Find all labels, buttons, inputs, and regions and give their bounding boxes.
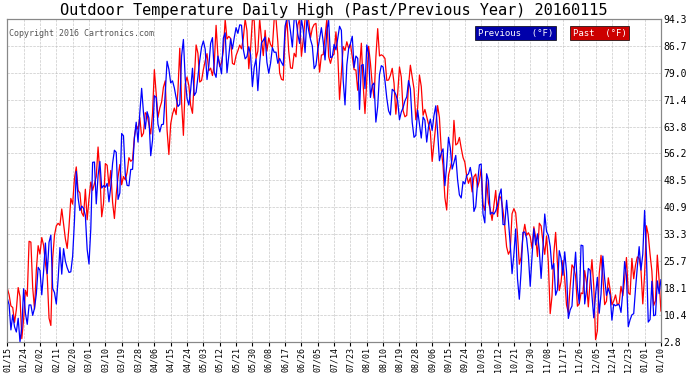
Title: Outdoor Temperature Daily High (Past/Previous Year) 20160115: Outdoor Temperature Daily High (Past/Pre… [60, 3, 608, 18]
Text: Copyright 2016 Cartronics.com: Copyright 2016 Cartronics.com [8, 28, 154, 38]
Text: Past  (°F): Past (°F) [573, 28, 627, 38]
Text: Previous  (°F): Previous (°F) [478, 28, 553, 38]
